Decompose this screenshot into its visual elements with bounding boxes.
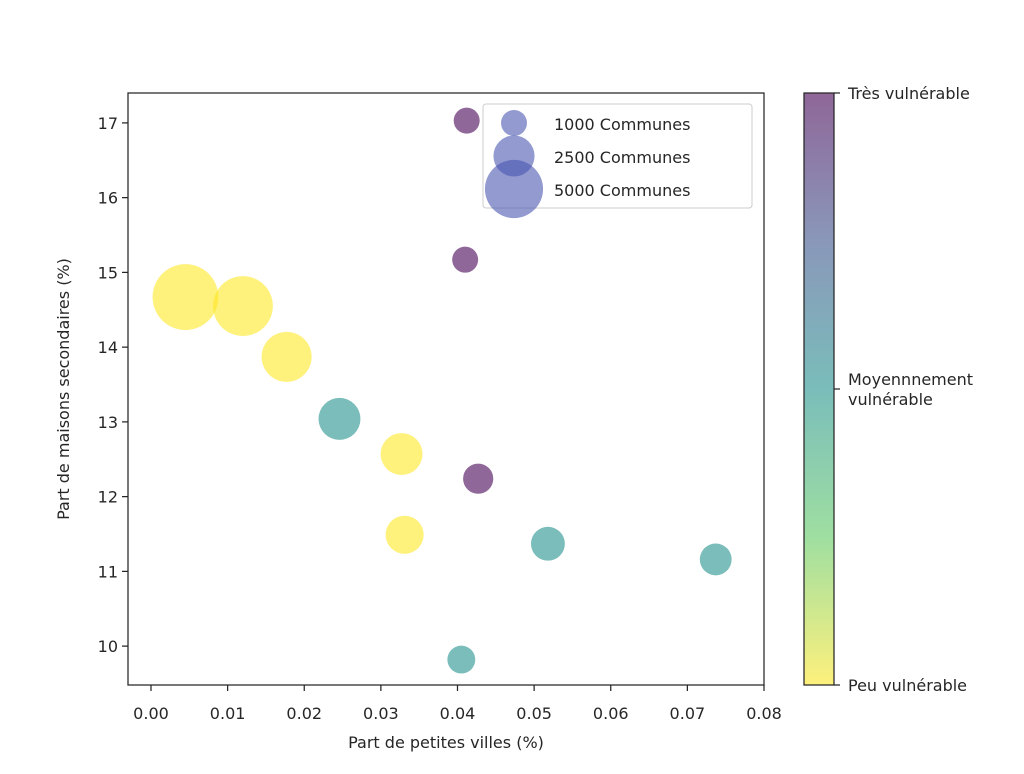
data-points — [152, 107, 732, 674]
x-tick-label: 0.08 — [746, 704, 782, 723]
legend-label: 5000 Communes — [554, 181, 690, 200]
x-tick-label: 0.06 — [593, 704, 629, 723]
size-legend: 1000 Communes 2500 Communes 5000 Communes — [482, 103, 753, 219]
y-tick-label: 14 — [98, 338, 118, 357]
y-tick-label: 16 — [98, 189, 118, 208]
data-point — [699, 543, 732, 576]
data-point — [261, 331, 312, 382]
colorbar-tick-label: Peu vulnérable — [848, 676, 967, 695]
data-point — [453, 107, 480, 134]
x-tick-label: 0.02 — [286, 704, 322, 723]
legend-marker — [501, 110, 527, 136]
legend-label: 2500 Communes — [554, 148, 690, 167]
x-tick-label: 0.05 — [516, 704, 552, 723]
x-tick-label: 0.07 — [670, 704, 706, 723]
data-point — [152, 264, 219, 330]
x-tick-label: 0.01 — [210, 704, 246, 723]
x-axis-label: Part de petites villes (%) — [348, 733, 544, 752]
legend-label: 1000 Communes — [554, 115, 690, 134]
data-point — [385, 515, 424, 554]
colorbar-tick-label: Très vulnérable — [847, 84, 970, 103]
legend-box — [482, 103, 753, 209]
y-axis-label: Part de maisons secondaires (%) — [54, 258, 73, 520]
colorbar: Très vulnérable Moyennnement vulnérable Pe… — [803, 84, 973, 695]
data-point — [463, 463, 494, 494]
x-tick-label: 0.00 — [133, 704, 169, 723]
y-tick-label: 10 — [98, 637, 118, 656]
colorbar-tick-label: Moyennnement vulnérable — [848, 370, 973, 409]
axes-frame — [127, 92, 765, 686]
x-axis-ticks: 0.00 0.01 0.02 0.03 0.04 0.05 0.06 0.07 0.08 — [133, 685, 782, 723]
x-tick-label: 0.04 — [440, 704, 476, 723]
legend-marker — [484, 159, 544, 219]
data-point — [447, 645, 476, 674]
data-point — [380, 433, 423, 475]
y-tick-label: 11 — [98, 562, 118, 581]
data-point — [213, 276, 273, 336]
y-tick-label: 13 — [98, 413, 118, 432]
y-tick-label: 12 — [98, 488, 118, 507]
data-point — [318, 397, 361, 440]
y-tick-label: 17 — [98, 114, 118, 133]
data-point — [530, 526, 565, 561]
data-point — [452, 246, 479, 273]
x-tick-label: 0.03 — [363, 704, 399, 723]
y-axis-ticks: 10 11 12 13 14 15 16 17 — [98, 114, 128, 656]
colorbar-gradient — [804, 93, 834, 685]
y-tick-label: 15 — [98, 263, 118, 282]
